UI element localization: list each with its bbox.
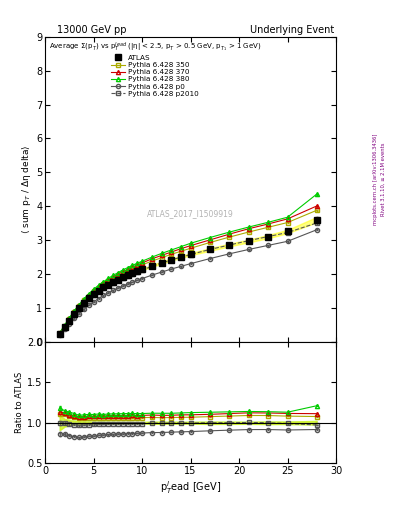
Text: 13000 GeV pp: 13000 GeV pp — [57, 25, 127, 35]
X-axis label: p$_T^l$ead [GeV]: p$_T^l$ead [GeV] — [160, 479, 221, 496]
Legend: ATLAS, Pythia 6.428 350, Pythia 6.428 370, Pythia 6.428 380, Pythia 6.428 p0, Py: ATLAS, Pythia 6.428 350, Pythia 6.428 37… — [48, 39, 263, 98]
Y-axis label: Ratio to ATLAS: Ratio to ATLAS — [15, 372, 24, 433]
Text: mcplots.cern.ch [arXiv:1306.3436]: mcplots.cern.ch [arXiv:1306.3436] — [373, 134, 378, 225]
Text: Underlying Event: Underlying Event — [250, 25, 334, 35]
Text: ATLAS_2017_I1509919: ATLAS_2017_I1509919 — [147, 209, 234, 218]
Text: Rivet 3.1.10, ≥ 2.1M events: Rivet 3.1.10, ≥ 2.1M events — [381, 142, 386, 216]
Y-axis label: ⟨ sum p$_T$ / Δη delta⟩: ⟨ sum p$_T$ / Δη delta⟩ — [20, 144, 33, 234]
